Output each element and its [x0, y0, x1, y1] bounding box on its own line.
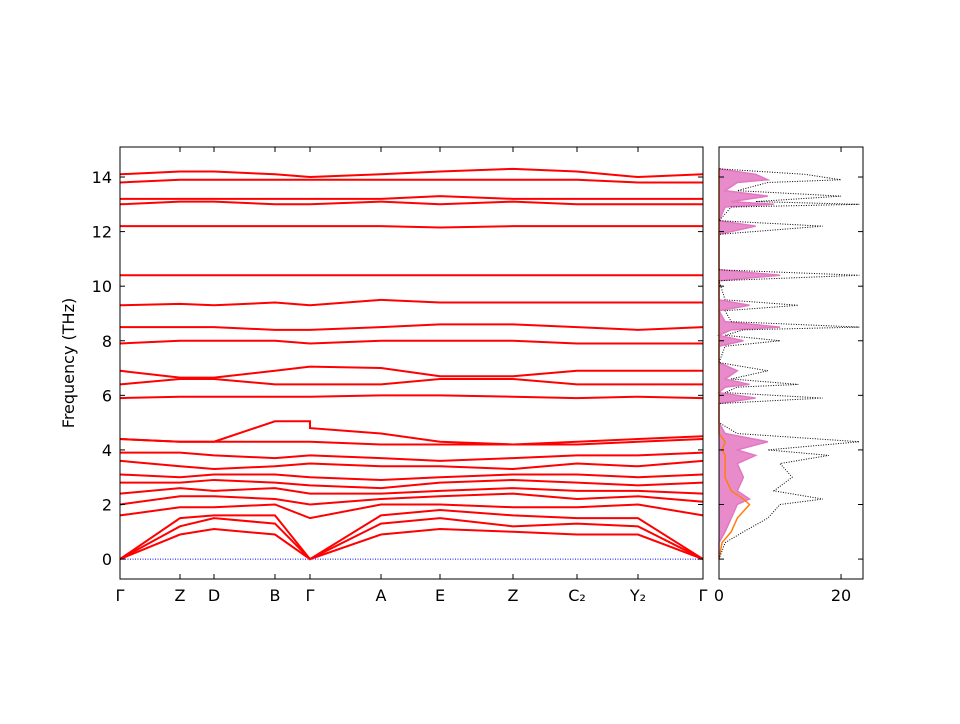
y-tick-label: 12 [92, 223, 112, 242]
y-tick-label: 10 [92, 277, 112, 296]
band [119, 200, 703, 206]
x-tick-label: Z [508, 586, 519, 605]
y-tick-label: 14 [92, 168, 112, 187]
x-tick-label: Z [175, 586, 186, 605]
x-tick-label: B [270, 586, 281, 605]
y-axis-label: Frequency (THz) [59, 298, 78, 428]
band [119, 503, 704, 520]
x-tick-label: 0 [714, 586, 724, 605]
x-tick-label: E [435, 586, 445, 605]
band [119, 487, 704, 495]
band [120, 478, 704, 490]
band [119, 298, 703, 307]
band [119, 339, 703, 345]
dos-curve [716, 168, 781, 560]
band [119, 377, 703, 386]
band [120, 451, 704, 462]
band [119, 459, 704, 471]
band [120, 323, 704, 331]
band [119, 365, 703, 379]
band [119, 420, 704, 446]
band [119, 492, 704, 506]
y-tick-label: 4 [102, 441, 112, 460]
band [119, 167, 704, 179]
x-tick-label: Y₂ [629, 586, 646, 605]
band [120, 225, 703, 229]
band [119, 473, 704, 481]
band [119, 178, 703, 184]
plot-frame [119, 146, 704, 580]
x-tick-label: D [208, 586, 220, 605]
x-tick-label: 20 [831, 586, 851, 605]
y-tick-label: 8 [102, 332, 112, 351]
band [119, 517, 704, 561]
band [119, 528, 704, 561]
x-tick-label: A [376, 586, 387, 605]
x-tick-label: Γ [116, 586, 125, 605]
band [120, 195, 703, 200]
band [119, 508, 704, 561]
y-tick-label: 6 [102, 386, 112, 405]
y-tick-label: 0 [102, 550, 112, 569]
x-tick-label: Γ [699, 586, 708, 605]
band [119, 394, 704, 400]
x-tick-label: C₂ [568, 586, 586, 605]
x-tick-label: Γ [306, 586, 315, 605]
plot-frame [718, 146, 864, 580]
y-tick-label: 2 [102, 495, 112, 514]
